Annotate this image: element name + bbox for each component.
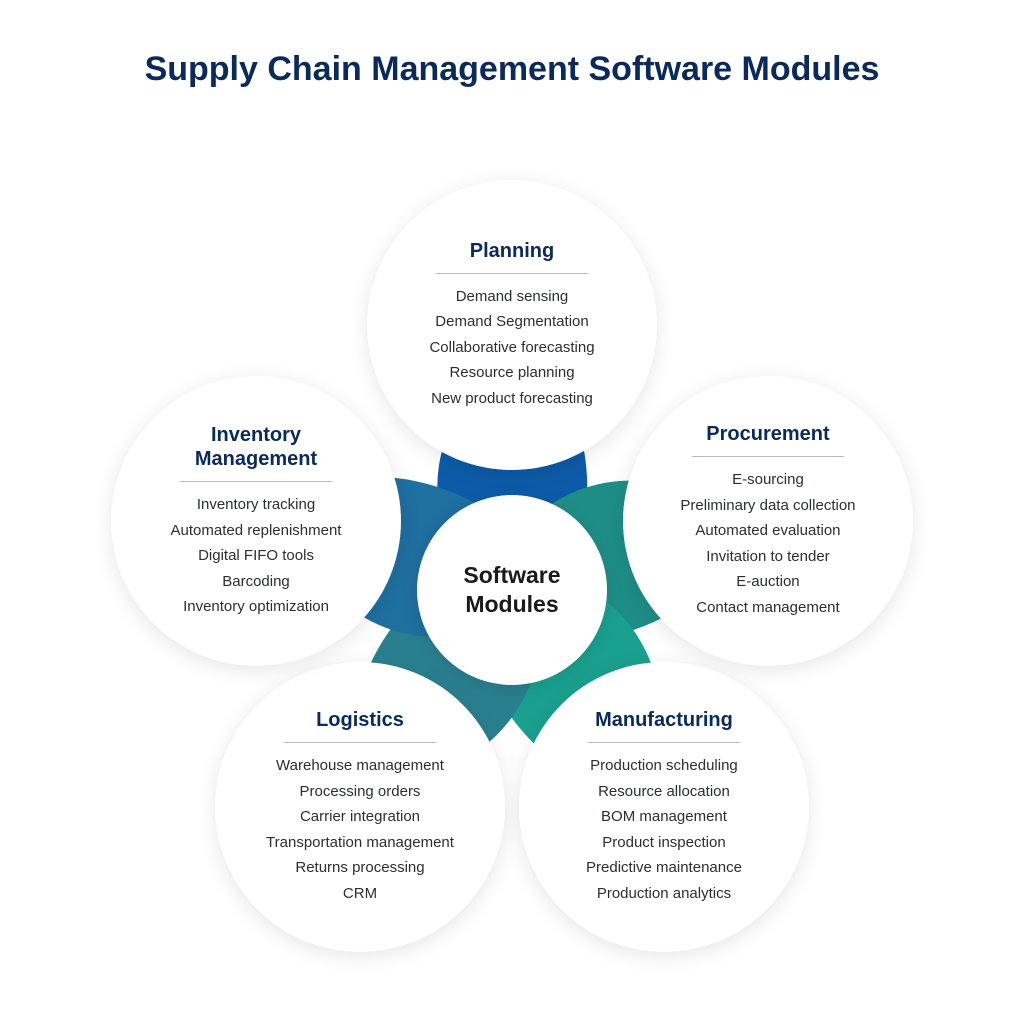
module-item: Invitation to tender [680,544,855,570]
module-item: E-sourcing [680,467,855,493]
module-item: Transportation management [266,830,454,856]
module-item: Automated evaluation [680,518,855,544]
module-title: Planning [470,239,554,263]
module-divider [692,456,844,457]
module-title: Procurement [706,422,829,446]
module-item-list: Production schedulingResource allocation… [586,753,742,906]
module-circle: Planning Demand sensingDemand Segmentatio… [367,180,657,470]
module-item: Product inspection [586,830,742,856]
module-item: Automated replenishment [171,518,342,544]
module-item: Carrier integration [266,804,454,830]
module-item: Predictive maintenance [586,855,742,881]
module-item: Production scheduling [586,753,742,779]
module-item: Contact management [680,595,855,621]
module-circle: Logistics Warehouse managementProcessing … [215,662,505,952]
module-divider [284,742,436,743]
module-item: New product forecasting [429,386,594,412]
module-item: Warehouse management [266,753,454,779]
module-item-list: Inventory trackingAutomated replenishmen… [171,492,342,620]
module-title: Logistics [316,708,404,732]
module-circle: Manufacturing Production schedulingResour… [519,662,809,952]
module-item-list: E-sourcingPreliminary data collectionAut… [680,467,855,620]
module-item: Resource planning [429,360,594,386]
radial-diagram: Planning Demand sensingDemand Segmentatio… [0,145,1024,1005]
module-item: Inventory optimization [171,594,342,620]
module-item: Returns processing [266,855,454,881]
module-item-list: Demand sensingDemand SegmentationCollabo… [429,284,594,412]
module-item: Collaborative forecasting [429,335,594,361]
module-item: CRM [266,881,454,907]
module-item: Preliminary data collection [680,493,855,519]
module-item: Production analytics [586,881,742,907]
module-title: Manufacturing [595,708,733,732]
module-item: Inventory tracking [171,492,342,518]
module-item: Resource allocation [586,779,742,805]
module-divider [588,742,740,743]
module-item-list: Warehouse managementProcessing ordersCar… [266,753,454,906]
module-circle: Inventory Management Inventory trackingAu… [111,376,401,666]
module-divider [180,481,332,482]
module-item: Barcoding [171,569,342,595]
module-divider [436,273,588,274]
module-item: BOM management [586,804,742,830]
page-title: Supply Chain Management Software Modules [0,50,1024,89]
center-hub: Software Modules [417,495,607,685]
module-title: Inventory Management [155,423,358,471]
module-circle: Procurement E-sourcingPreliminary data co… [623,376,913,666]
module-item: Processing orders [266,779,454,805]
module-item: Demand Segmentation [429,309,594,335]
module-item: Digital FIFO tools [171,543,342,569]
center-hub-label: Software Modules [463,561,560,619]
module-item: Demand sensing [429,284,594,310]
module-item: E-auction [680,569,855,595]
